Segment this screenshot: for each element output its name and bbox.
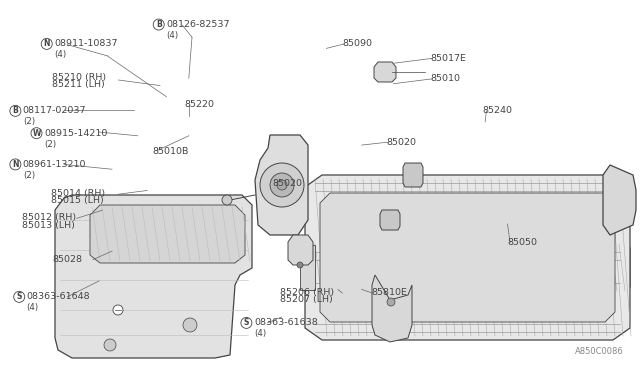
Circle shape xyxy=(241,317,252,328)
Polygon shape xyxy=(372,275,412,342)
Circle shape xyxy=(41,38,52,49)
Text: B: B xyxy=(156,20,161,29)
Circle shape xyxy=(222,195,232,205)
Circle shape xyxy=(31,128,42,139)
Circle shape xyxy=(10,105,21,116)
Text: N: N xyxy=(12,160,19,169)
Polygon shape xyxy=(403,163,423,187)
Text: 08911-10837: 08911-10837 xyxy=(54,39,118,48)
Text: 85206 (RH): 85206 (RH) xyxy=(280,288,335,296)
Circle shape xyxy=(297,262,303,268)
Text: S: S xyxy=(17,292,22,301)
Text: 85020: 85020 xyxy=(272,179,302,187)
Text: 85010B: 85010B xyxy=(152,147,189,156)
Polygon shape xyxy=(603,165,636,235)
Text: 08126-82537: 08126-82537 xyxy=(166,20,230,29)
Text: 85210 (RH): 85210 (RH) xyxy=(52,73,107,81)
Polygon shape xyxy=(55,195,252,358)
Text: A850C0086: A850C0086 xyxy=(575,347,624,356)
Text: 85017E: 85017E xyxy=(430,54,466,63)
Text: W: W xyxy=(32,129,41,138)
Polygon shape xyxy=(305,175,630,340)
Circle shape xyxy=(153,19,164,30)
Text: (2): (2) xyxy=(23,117,35,126)
Polygon shape xyxy=(255,135,308,235)
Circle shape xyxy=(260,163,304,207)
Circle shape xyxy=(387,298,395,306)
Text: (2): (2) xyxy=(23,171,35,180)
Polygon shape xyxy=(305,240,630,295)
Polygon shape xyxy=(374,62,396,82)
Text: S: S xyxy=(244,318,249,327)
Text: 85810E: 85810E xyxy=(371,288,407,296)
Text: 85050: 85050 xyxy=(507,238,537,247)
Text: 08915-14210: 08915-14210 xyxy=(44,129,108,138)
Text: B: B xyxy=(13,106,18,115)
Text: (4): (4) xyxy=(27,303,39,312)
Text: 85015 (LH): 85015 (LH) xyxy=(51,196,104,205)
Text: 85013 (LH): 85013 (LH) xyxy=(22,221,75,230)
Text: 08363-61638: 08363-61638 xyxy=(254,318,317,327)
Text: (2): (2) xyxy=(44,140,56,149)
Text: 85012 (RH): 85012 (RH) xyxy=(22,213,76,222)
Polygon shape xyxy=(380,210,400,230)
Circle shape xyxy=(183,318,197,332)
Polygon shape xyxy=(320,193,615,322)
Circle shape xyxy=(10,159,21,170)
Text: 08961-13210: 08961-13210 xyxy=(23,160,86,169)
Circle shape xyxy=(13,291,25,302)
Polygon shape xyxy=(90,205,245,263)
Text: 08117-02037: 08117-02037 xyxy=(23,106,86,115)
Text: (4): (4) xyxy=(54,50,67,60)
Text: 85020: 85020 xyxy=(387,138,417,147)
Circle shape xyxy=(270,173,294,197)
Text: 85014 (RH): 85014 (RH) xyxy=(51,189,106,198)
Text: (4): (4) xyxy=(166,31,179,40)
Text: 85207 (LH): 85207 (LH) xyxy=(280,295,333,304)
Text: 85220: 85220 xyxy=(184,100,214,109)
Text: 85090: 85090 xyxy=(342,39,372,48)
Text: 85240: 85240 xyxy=(482,106,512,115)
Text: (4): (4) xyxy=(254,329,266,339)
Polygon shape xyxy=(300,245,315,290)
Circle shape xyxy=(277,180,287,190)
Text: 85028: 85028 xyxy=(52,255,83,264)
Text: 08363-61648: 08363-61648 xyxy=(27,292,90,301)
Text: 85010: 85010 xyxy=(430,74,460,83)
Circle shape xyxy=(104,339,116,351)
Text: 85211 (LH): 85211 (LH) xyxy=(52,80,105,89)
Circle shape xyxy=(113,305,123,315)
Polygon shape xyxy=(288,235,313,265)
Text: N: N xyxy=(44,39,50,48)
